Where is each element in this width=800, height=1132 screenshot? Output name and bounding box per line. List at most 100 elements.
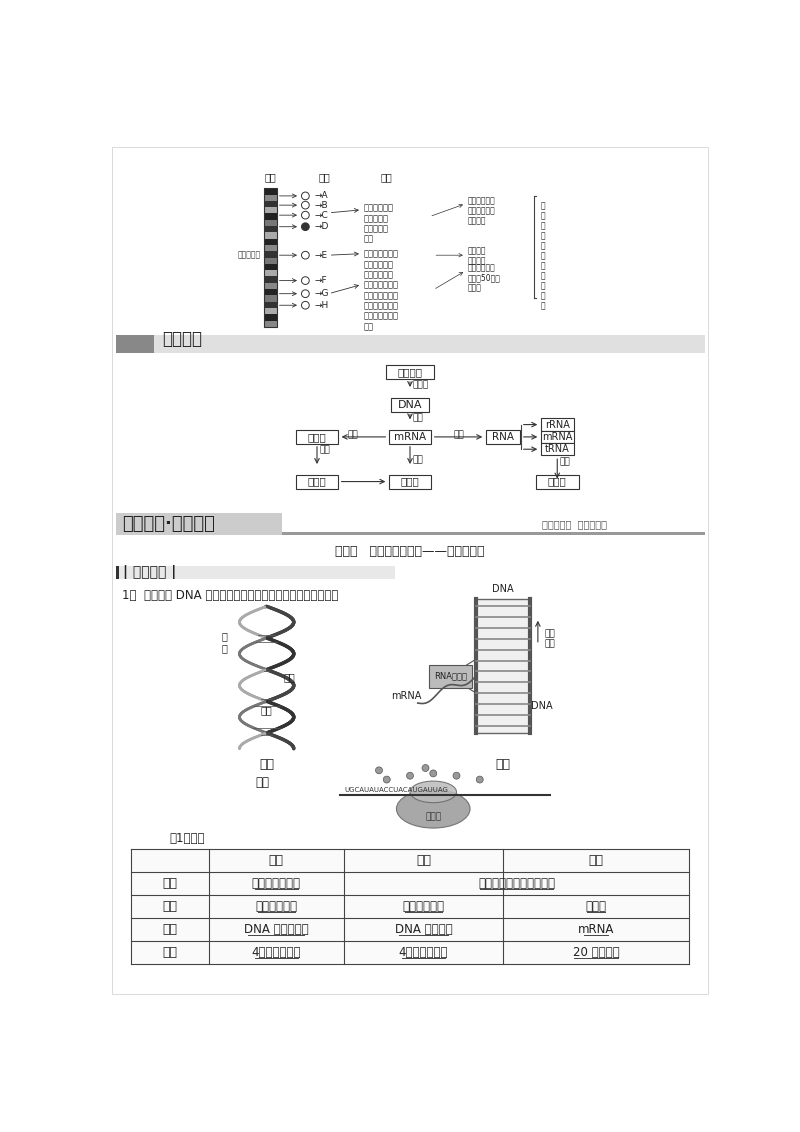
Circle shape bbox=[302, 251, 310, 259]
Circle shape bbox=[422, 764, 429, 772]
Bar bbox=[264, 220, 277, 226]
Text: mRNA: mRNA bbox=[542, 432, 573, 441]
Text: DNA: DNA bbox=[531, 702, 553, 711]
Text: 转录: 转录 bbox=[495, 757, 510, 771]
Bar bbox=[264, 257, 277, 264]
Text: 基因: 基因 bbox=[265, 172, 276, 182]
Bar bbox=[541, 431, 574, 443]
Text: 复制: 复制 bbox=[269, 854, 284, 867]
Text: 如玉米叶绿素
合成与50个基
因有关: 如玉米叶绿素 合成与50个基 因有关 bbox=[468, 263, 501, 293]
Bar bbox=[264, 251, 277, 257]
Bar bbox=[430, 664, 472, 687]
Circle shape bbox=[302, 301, 310, 309]
Bar bbox=[264, 188, 277, 195]
Text: 决定: 决定 bbox=[319, 445, 330, 454]
Bar bbox=[536, 474, 578, 489]
Text: tRNA: tRNA bbox=[545, 444, 570, 454]
Text: 性: 性 bbox=[541, 282, 546, 291]
Bar bbox=[264, 308, 277, 315]
Text: 翻译: 翻译 bbox=[412, 455, 423, 464]
Text: 不: 不 bbox=[541, 222, 546, 230]
Circle shape bbox=[383, 777, 390, 783]
Bar bbox=[264, 200, 277, 207]
Text: 转录: 转录 bbox=[412, 413, 423, 422]
Text: 网络构建: 网络构建 bbox=[162, 331, 202, 349]
Text: 4种核糖核苷酸: 4种核糖核苷酸 bbox=[399, 946, 448, 959]
Bar bbox=[115, 513, 282, 534]
Bar bbox=[264, 195, 277, 200]
Text: 翻译: 翻译 bbox=[589, 854, 603, 867]
Bar bbox=[389, 430, 431, 444]
Text: UGCAUAUACCUACAUGAUUAG: UGCAUAUACCUACAUGAUUAG bbox=[344, 788, 448, 794]
Text: 一: 一 bbox=[541, 201, 546, 211]
Bar bbox=[264, 226, 277, 232]
Text: 核糖体: 核糖体 bbox=[425, 812, 442, 821]
Text: 细胞分裂的间期: 细胞分裂的间期 bbox=[252, 877, 301, 890]
Text: 主要在细胞核: 主要在细胞核 bbox=[402, 900, 445, 914]
Text: 含有: 含有 bbox=[347, 430, 358, 439]
Text: 1．  观察下列 DNA 复制、转录、翻译的过程图示并完善下表。: 1． 观察下列 DNA 复制、转录、翻译的过程图示并完善下表。 bbox=[122, 589, 338, 601]
Text: →E: →E bbox=[314, 250, 328, 259]
Bar bbox=[115, 566, 394, 580]
Text: RNA: RNA bbox=[492, 432, 514, 441]
Bar bbox=[264, 283, 277, 289]
Bar bbox=[264, 301, 277, 308]
Circle shape bbox=[476, 777, 483, 783]
Text: 蛋白质合成: 蛋白质合成 bbox=[238, 250, 260, 259]
Text: 如控制豌豆粒
那的基因也决
定其甜度: 如控制豌豆粒 那的基因也决 定其甜度 bbox=[468, 196, 496, 225]
Text: 氨基酸: 氨基酸 bbox=[548, 477, 566, 487]
Bar bbox=[115, 334, 154, 353]
Text: | 核心突破 |: | 核心突破 | bbox=[123, 565, 177, 580]
Text: 基因表达
的多样性: 基因表达 的多样性 bbox=[468, 246, 486, 265]
Text: 突破考点·提炼技法: 突破考点·提炼技法 bbox=[122, 515, 214, 533]
Text: 时间: 时间 bbox=[162, 877, 178, 890]
Text: mRNA: mRNA bbox=[394, 432, 426, 441]
Bar bbox=[390, 397, 430, 412]
Text: 特异性；许多基
因只控制一种性
状的表达，并且
不受其他基因的
干扰: 特异性；许多基 因只控制一种性 状的表达，并且 不受其他基因的 干扰 bbox=[363, 281, 398, 332]
Bar bbox=[264, 188, 277, 327]
Text: 合成
方向: 合成 方向 bbox=[544, 629, 555, 649]
Bar bbox=[264, 245, 277, 251]
Text: 多基因效应；多
个基因控制和
表达同一性状: 多基因效应；多 个基因控制和 表达同一性状 bbox=[363, 250, 398, 280]
Circle shape bbox=[406, 772, 414, 779]
Text: 转录: 转录 bbox=[416, 854, 431, 867]
Bar bbox=[131, 849, 689, 964]
Text: →A: →A bbox=[314, 191, 328, 200]
Text: 者: 者 bbox=[541, 212, 546, 221]
Circle shape bbox=[302, 201, 310, 209]
Text: →F: →F bbox=[314, 276, 327, 285]
Text: 复制: 复制 bbox=[259, 757, 274, 771]
Text: 系: 系 bbox=[541, 301, 546, 310]
Bar bbox=[264, 320, 277, 327]
Text: →C: →C bbox=[314, 211, 329, 220]
Text: 4种脱氧核苷酸: 4种脱氧核苷酸 bbox=[251, 946, 301, 959]
Circle shape bbox=[430, 770, 437, 777]
Text: →D: →D bbox=[314, 222, 329, 231]
Bar bbox=[115, 566, 119, 580]
Text: mRNA: mRNA bbox=[391, 691, 422, 701]
Bar bbox=[264, 207, 277, 214]
Circle shape bbox=[453, 772, 460, 779]
Bar bbox=[264, 295, 277, 301]
Bar bbox=[296, 474, 338, 489]
Text: 主要在细胞核: 主要在细胞核 bbox=[255, 900, 298, 914]
Text: 线: 线 bbox=[541, 272, 546, 281]
Bar bbox=[264, 264, 277, 271]
Bar bbox=[264, 271, 277, 276]
Text: 基因多效性：
同一个基因
会影响多种
性状: 基因多效性： 同一个基因 会影响多种 性状 bbox=[363, 204, 394, 243]
Bar bbox=[541, 443, 574, 455]
Text: 性状: 性状 bbox=[381, 172, 393, 182]
Bar bbox=[264, 289, 277, 295]
Text: 蛋白质: 蛋白质 bbox=[401, 477, 419, 487]
Circle shape bbox=[302, 290, 310, 298]
Circle shape bbox=[302, 192, 310, 199]
Text: RNA聚合酶: RNA聚合酶 bbox=[434, 671, 467, 680]
Text: 母链: 母链 bbox=[261, 705, 272, 715]
Text: 模板: 模板 bbox=[162, 924, 178, 936]
Bar bbox=[386, 366, 434, 379]
Text: 子链: 子链 bbox=[284, 672, 295, 683]
Text: 原料: 原料 bbox=[162, 946, 178, 959]
Text: 是: 是 bbox=[541, 231, 546, 240]
Text: 遗传信息: 遗传信息 bbox=[398, 367, 422, 377]
Text: 关: 关 bbox=[541, 291, 546, 300]
